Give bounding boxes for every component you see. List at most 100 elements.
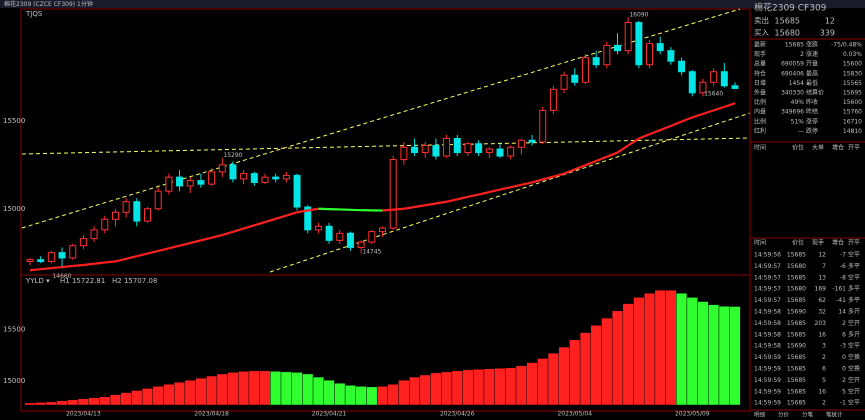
moving-average: [211, 234, 223, 239]
indicator-bar: [344, 385, 356, 406]
candle-body: [69, 245, 77, 259]
indicator-legend: YYLD ▾: [25, 277, 50, 285]
trade-cell: 14:59:58: [754, 309, 781, 316]
candle-body: [282, 174, 290, 180]
candle-body: [667, 50, 675, 62]
moving-average: [681, 116, 693, 123]
indicator-bar: [302, 373, 314, 406]
candle-body: [37, 259, 45, 262]
candle-body: [379, 227, 386, 233]
panel-tab[interactable]: 分价: [778, 411, 790, 419]
trade-cell: 16: [818, 331, 826, 338]
indicator-bar: [569, 339, 581, 406]
candle-body: [443, 137, 451, 157]
moving-average: [307, 207, 319, 212]
indicator-bar: [419, 374, 431, 406]
candle-body: [592, 57, 600, 66]
x-tick-label: 2023/04/26: [440, 411, 475, 418]
moving-average: [275, 214, 287, 220]
indicator-bar: [708, 304, 720, 406]
moving-average: [563, 168, 576, 175]
candle-body: [720, 71, 728, 87]
stat-value: 15830: [843, 70, 862, 77]
trade-cell: 14: [838, 309, 846, 316]
column-header: 增仓: [832, 239, 844, 247]
indicator-bar: [238, 371, 250, 406]
panel-tab[interactable]: 分笔: [802, 411, 814, 419]
trade-cell: 14:59:58: [754, 331, 781, 338]
candle-body: [122, 201, 130, 213]
trade-cell: 14:59:57: [754, 286, 781, 293]
x-tick-label: 2023/05/09: [675, 411, 710, 418]
candle-body: [710, 71, 718, 83]
indicator-bar: [206, 375, 218, 406]
candle-body: [197, 180, 205, 185]
indicator-bar: [163, 384, 175, 406]
stat-label: 涨停: [806, 117, 818, 125]
price-annotation: 15290: [223, 152, 242, 159]
indicator-bar: [409, 376, 421, 406]
column-header: 开平: [848, 240, 860, 247]
price-annotation: 14745: [362, 248, 381, 255]
candle-body: [699, 81, 707, 94]
candle-body: [571, 74, 579, 83]
indicator-bar: [387, 384, 399, 406]
candle-body: [336, 232, 344, 241]
order-price: 15685: [775, 17, 800, 26]
trade-cell: 空开: [848, 387, 860, 395]
stat-label: 昨收: [806, 98, 818, 106]
panel-tab[interactable]: 明细: [754, 411, 766, 419]
trade-cell: 15690: [787, 309, 806, 316]
indicator-bar: [537, 358, 549, 406]
trade-cell: 5: [842, 388, 846, 395]
trade-cell: 15685: [787, 366, 806, 373]
stat-value: 15600: [843, 61, 862, 68]
trade-cell: 空平: [848, 251, 860, 259]
indicator-bar: [515, 365, 527, 406]
stat-label: 昨结: [806, 108, 818, 116]
trade-cell: 62: [818, 297, 826, 304]
candle-body: [464, 143, 472, 154]
indicator-bar: [622, 303, 634, 406]
indicator-value: H2 15707.08: [112, 277, 157, 285]
price-annotation: 15640: [704, 90, 723, 97]
stat-label: 最低: [806, 79, 818, 87]
moving-average: [147, 249, 159, 255]
indicator-bar: [483, 368, 495, 406]
trade-cell: 2: [822, 400, 826, 407]
trade-cell: 14:59:59: [754, 366, 781, 373]
stat-value: 15600: [843, 99, 862, 106]
candle-body: [47, 252, 55, 262]
trade-cell: 7: [822, 263, 826, 270]
moving-average: [286, 211, 298, 217]
trade-cell: 14:59:57: [754, 263, 781, 270]
stat-value: 690406: [781, 70, 804, 77]
indicator-bar: [99, 396, 111, 406]
moving-average: [553, 172, 565, 178]
candle-body: [133, 201, 141, 222]
moving-average: [467, 193, 479, 198]
candle-body: [453, 137, 461, 154]
indicator-bar: [654, 289, 666, 406]
indicator-bar: [558, 346, 570, 406]
column-header: 价位: [792, 239, 804, 247]
order-label: 卖出: [754, 15, 769, 25]
trade-cell: 空开: [848, 376, 860, 384]
moving-average: [659, 124, 672, 132]
stat-value: 15685: [785, 42, 804, 49]
indicator-bar: [430, 372, 442, 406]
moving-average: [595, 155, 608, 162]
moving-average: [115, 257, 127, 263]
candle-body: [186, 180, 194, 187]
trade-cell: 15680: [787, 286, 806, 293]
panel-tab[interactable]: 笔统计: [826, 411, 843, 419]
stat-value: 49%: [791, 99, 805, 106]
stat-value: 15695: [843, 90, 862, 97]
moving-average: [179, 241, 191, 247]
window-title: 棉花2309 (CZCE CF309) 1分钟: [4, 0, 93, 8]
moving-average: [200, 236, 212, 242]
indicator-bar: [291, 372, 303, 406]
y-tick-label: 15000: [3, 205, 25, 213]
column-header: 大单: [812, 144, 824, 152]
